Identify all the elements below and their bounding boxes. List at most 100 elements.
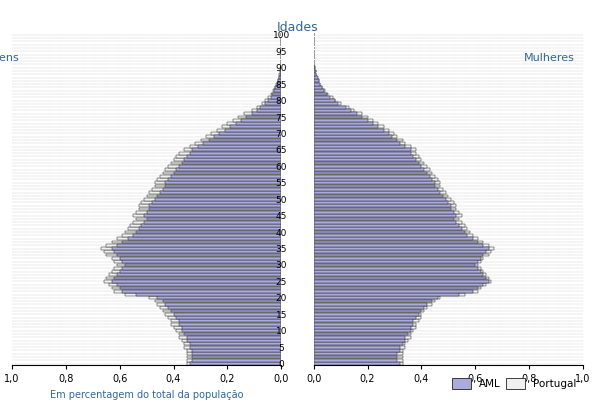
Bar (112, 280, 281, 283)
Bar (314, 323, 414, 325)
Bar (314, 293, 465, 296)
Bar (171, 310, 281, 312)
Bar (280, 73, 281, 76)
Bar (314, 349, 403, 352)
Bar (314, 175, 430, 178)
Bar (106, 244, 281, 247)
Bar (163, 188, 281, 191)
Bar (314, 260, 481, 263)
Bar (314, 106, 349, 109)
Bar (117, 273, 281, 276)
Bar (314, 217, 459, 220)
Bar (155, 300, 281, 303)
Bar (252, 109, 281, 112)
Bar (314, 155, 414, 158)
Bar (149, 208, 281, 210)
Bar (192, 356, 281, 359)
Bar (144, 214, 281, 217)
Bar (139, 208, 281, 210)
Bar (280, 73, 281, 76)
Bar (314, 359, 403, 361)
Bar (174, 159, 281, 161)
Bar (314, 125, 384, 128)
Bar (314, 198, 446, 200)
Bar (190, 342, 281, 345)
Bar (314, 264, 478, 266)
Bar (280, 70, 281, 72)
Bar (195, 142, 281, 145)
Bar (179, 320, 281, 322)
Bar (117, 254, 281, 256)
Bar (146, 195, 281, 197)
Bar (112, 286, 281, 289)
Bar (181, 339, 281, 342)
Bar (314, 326, 411, 329)
Bar (314, 93, 328, 95)
Bar (314, 244, 489, 247)
Bar (314, 310, 421, 312)
Text: Idades: Idades (277, 21, 318, 34)
Bar (278, 79, 281, 82)
Bar (314, 188, 437, 191)
Bar (314, 112, 362, 115)
Bar (171, 320, 281, 322)
Bar (206, 135, 281, 138)
Bar (314, 310, 424, 312)
Bar (314, 122, 373, 125)
Bar (158, 195, 281, 197)
Bar (314, 188, 443, 191)
Bar (203, 142, 281, 145)
Bar (168, 306, 281, 309)
Bar (106, 254, 281, 256)
Bar (314, 270, 481, 273)
Bar (314, 336, 411, 339)
Bar (174, 326, 281, 329)
Bar (314, 106, 346, 109)
Bar (117, 283, 281, 286)
Bar (314, 290, 472, 293)
Bar (165, 313, 281, 316)
Bar (314, 290, 478, 293)
Bar (211, 132, 281, 135)
Bar (314, 86, 322, 89)
Bar (112, 247, 281, 250)
Bar (280, 66, 281, 69)
Bar (314, 244, 483, 247)
Bar (314, 99, 335, 102)
Bar (314, 208, 456, 210)
Bar (104, 250, 281, 253)
Bar (314, 83, 320, 85)
Bar (187, 362, 281, 365)
Bar (241, 119, 281, 122)
Text: Homens: Homens (0, 53, 20, 63)
Bar (149, 204, 281, 207)
Bar (314, 277, 489, 279)
Bar (314, 286, 481, 289)
Bar (314, 103, 338, 105)
Bar (314, 214, 456, 217)
Bar (314, 70, 315, 72)
Bar (314, 116, 368, 118)
Bar (165, 181, 281, 184)
Bar (314, 116, 362, 118)
Bar (314, 359, 397, 361)
Bar (314, 96, 333, 99)
Bar (158, 178, 281, 181)
Bar (174, 171, 281, 174)
Bar (314, 332, 408, 335)
Bar (273, 89, 281, 92)
Bar (314, 231, 470, 234)
Bar (278, 76, 281, 79)
Bar (314, 191, 446, 194)
Bar (314, 313, 419, 316)
Bar (314, 83, 320, 85)
Bar (190, 362, 281, 365)
Bar (314, 293, 459, 296)
Bar (314, 300, 435, 303)
Bar (314, 201, 449, 204)
Bar (314, 142, 405, 145)
Bar (314, 132, 394, 135)
Bar (314, 165, 421, 168)
Bar (136, 231, 281, 234)
Bar (314, 296, 440, 299)
